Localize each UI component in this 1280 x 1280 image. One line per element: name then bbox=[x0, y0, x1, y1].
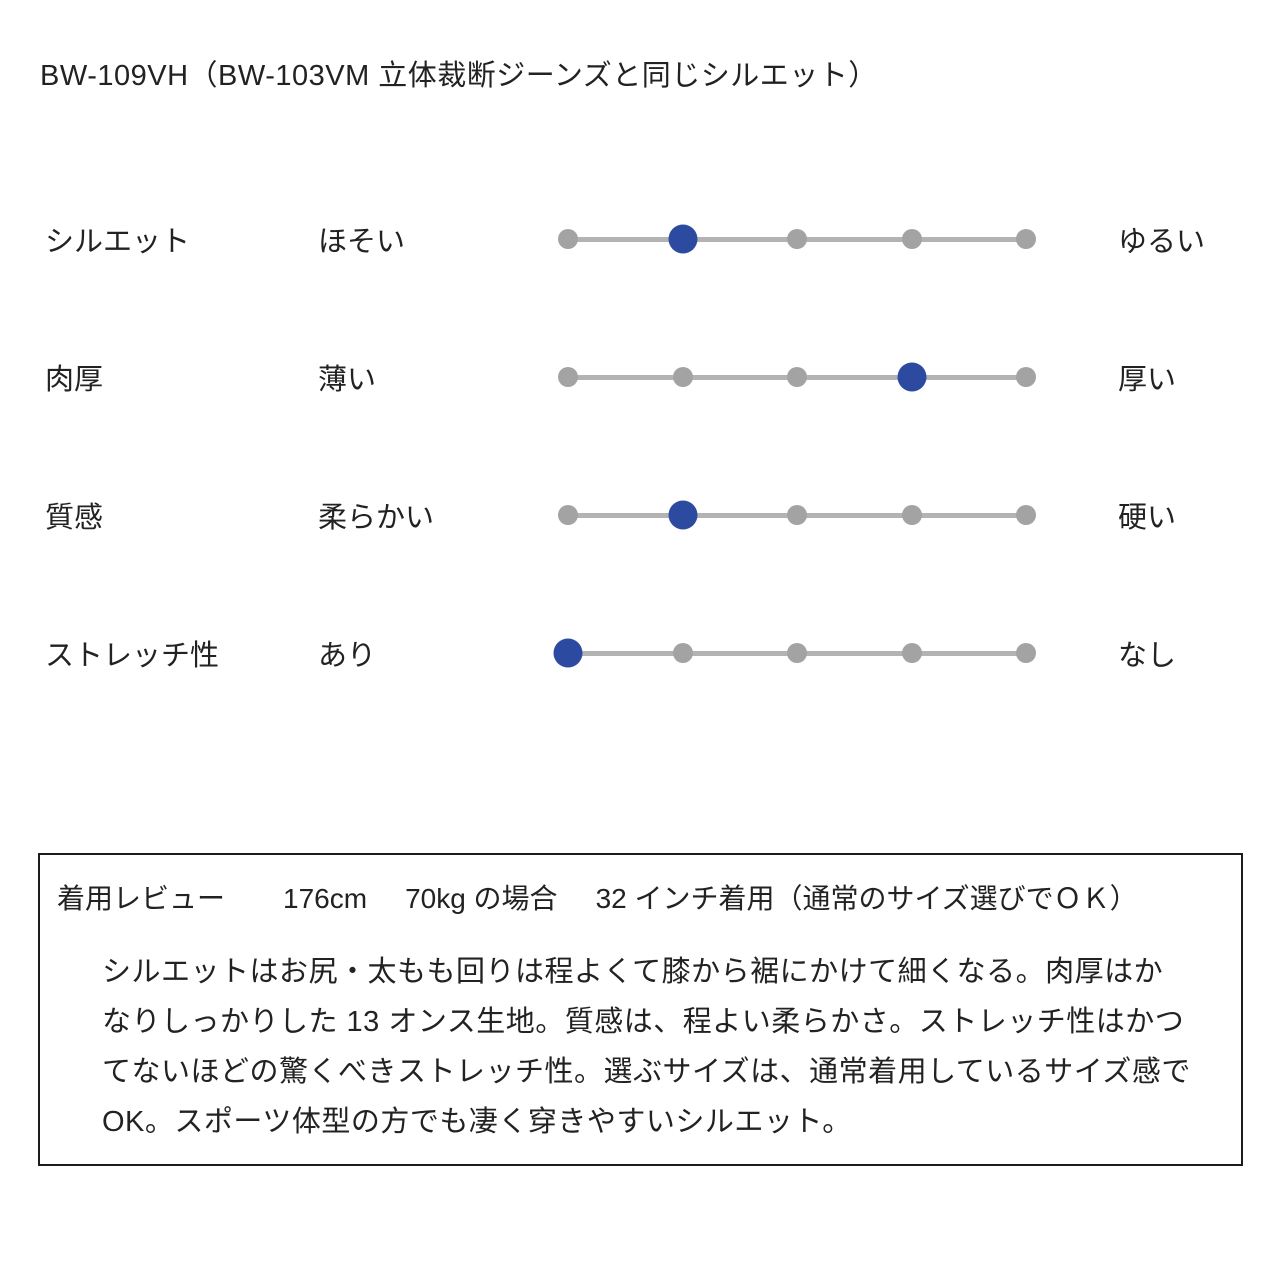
attribute-scales: シルエット ほそい ゆるい肉厚 薄い 厚い質感 柔らかい 硬いストレッチ性 あり なし bbox=[0, 219, 1280, 771]
rating-dot bbox=[901, 643, 922, 663]
selected-rating-dot bbox=[553, 638, 583, 668]
review-body-text: シルエットはお尻・太もも回りは程よくて膝から裾にかけて細くなる。肉厚はかなりしっ… bbox=[102, 956, 1191, 1138]
scale-row: シルエット ほそい ゆるい bbox=[0, 219, 1280, 259]
scale-min-label: あり bbox=[318, 640, 377, 672]
scale-row: 肉厚 薄い 厚い bbox=[0, 357, 1280, 397]
rating-dot bbox=[672, 643, 693, 663]
rating-dot bbox=[787, 367, 807, 387]
attribute-label: 質感 bbox=[45, 502, 104, 534]
scale-max-label: 硬い bbox=[1118, 502, 1177, 534]
attribute-label: ストレッチ性 bbox=[45, 640, 220, 672]
scale-track bbox=[558, 219, 1036, 259]
scale-track bbox=[553, 633, 1036, 673]
review-label: 着用レビュー bbox=[57, 883, 226, 914]
rating-dot bbox=[901, 229, 922, 249]
rating-dot bbox=[558, 505, 578, 525]
page-title: BW-109VH（BW-103VM 立体裁断ジーンズと同じシルエット） bbox=[40, 60, 878, 92]
attribute-label: 肉厚 bbox=[45, 364, 104, 396]
review-weight-case: 70kg の場合 bbox=[405, 883, 558, 914]
review-box: 着用レビュー 176cm 70kg の場合 32 インチ着用（通常のサイズ選びでＯＫ）… bbox=[38, 853, 1243, 1166]
rating-dot bbox=[787, 505, 807, 525]
scale-max-label: なし bbox=[1118, 640, 1177, 672]
scale-min-label: 薄い bbox=[318, 364, 377, 396]
selected-rating-dot bbox=[668, 500, 697, 530]
review-height: 176cm bbox=[283, 883, 368, 914]
scale-track bbox=[558, 357, 1036, 397]
scale-max-label: 厚い bbox=[1118, 364, 1177, 396]
scale-track bbox=[558, 495, 1036, 535]
attribute-label: シルエット bbox=[45, 226, 191, 258]
scale-max-label: ゆるい bbox=[1118, 226, 1206, 258]
review-size-note: 32 インチ着用（通常のサイズ選びでＯＫ） bbox=[595, 883, 1138, 914]
rating-dot bbox=[1016, 505, 1036, 525]
selected-rating-dot bbox=[668, 224, 697, 254]
scale-row: 質感 柔らかい 硬い bbox=[0, 495, 1280, 535]
selected-rating-dot bbox=[897, 362, 926, 392]
scale-row: ストレッチ性 あり なし bbox=[0, 633, 1280, 673]
rating-dot bbox=[1016, 643, 1036, 663]
rating-dot bbox=[901, 505, 922, 525]
rating-dot bbox=[1016, 229, 1036, 249]
rating-dot bbox=[558, 367, 578, 387]
rating-dot bbox=[787, 229, 807, 249]
rating-dot bbox=[787, 643, 807, 663]
scale-min-label: ほそい bbox=[318, 226, 406, 258]
scale-min-label: 柔らかい bbox=[318, 502, 435, 534]
rating-dot bbox=[672, 367, 693, 387]
review-header: 着用レビュー 176cm 70kg の場合 32 インチ着用（通常のサイズ選びでＯＫ） bbox=[57, 877, 1241, 917]
rating-dot bbox=[1016, 367, 1036, 387]
rating-dot bbox=[558, 229, 578, 249]
